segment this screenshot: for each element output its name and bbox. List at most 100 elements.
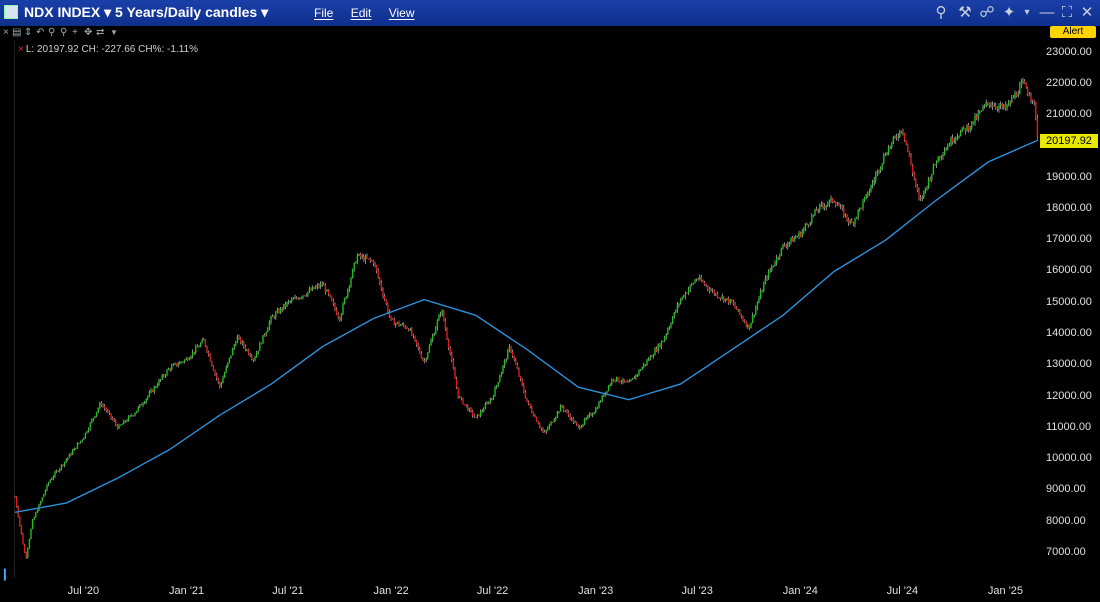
candle-body — [255, 353, 258, 358]
candle-body — [107, 411, 109, 413]
candle-body — [607, 385, 610, 391]
expand-icon[interactable]: ⛶ — [1061, 4, 1073, 21]
candle-body — [33, 517, 35, 520]
menu-edit[interactable]: Edit — [350, 6, 372, 20]
candle-body — [735, 307, 738, 310]
crosshair-icon[interactable]: ⇕ — [24, 27, 33, 38]
candle-body — [655, 348, 658, 352]
candle-body — [249, 354, 251, 357]
candle-body — [654, 348, 656, 356]
y-tick-label: 18000.00 — [1046, 201, 1092, 214]
candle-body — [500, 372, 503, 378]
zoom-in-icon[interactable]: ⚲ — [48, 27, 56, 38]
candle-body — [177, 364, 179, 366]
candle-body — [564, 410, 567, 412]
zoom-out-icon[interactable]: ⚲ — [60, 27, 68, 38]
y-tick-label: 7000.00 — [1046, 545, 1086, 558]
candle-body — [966, 125, 968, 132]
y-tick-label: 8000.00 — [1046, 514, 1086, 527]
candle-body — [411, 329, 413, 336]
candle-body — [63, 461, 66, 466]
candle-body — [923, 190, 925, 198]
candle-body — [559, 405, 562, 412]
candle-body — [561, 405, 563, 407]
candle-body — [889, 146, 891, 148]
candle-body — [444, 320, 447, 330]
candle-body — [759, 291, 762, 299]
candle-body — [724, 298, 727, 302]
wrench-icon[interactable]: ⚒ — [958, 4, 972, 21]
candle-body — [615, 376, 618, 381]
candle-body — [166, 370, 168, 376]
candle-body — [820, 204, 823, 206]
timeline-marker-icon[interactable]: ▎ — [4, 570, 12, 581]
candle-body — [27, 548, 29, 558]
candle-body — [1007, 101, 1010, 106]
candle-body — [939, 156, 941, 159]
candle-body — [459, 397, 461, 399]
candle-body — [982, 106, 984, 111]
candle-body — [908, 151, 911, 157]
candle-body — [516, 364, 519, 370]
candle-body — [375, 265, 378, 271]
candle-body — [495, 385, 498, 388]
candle-body — [878, 170, 880, 172]
candle-body — [407, 328, 410, 331]
candle-body — [510, 346, 512, 352]
candle-body — [574, 422, 576, 424]
menu-file[interactable]: File — [314, 6, 334, 20]
candle-body — [998, 106, 1000, 109]
search-icon[interactable]: ⚲ — [935, 4, 947, 21]
chart-toolbar: × ▤ ⇕ ↶ ⚲ ⚲ + ✥ ⇄ ▼ — [0, 26, 1100, 40]
candle-body — [299, 297, 301, 300]
candle-body — [302, 295, 304, 298]
toolbar-dropdown-icon[interactable]: ▼ — [110, 28, 118, 37]
candle-body — [390, 315, 392, 319]
candle-body — [332, 300, 335, 304]
candle-body — [209, 354, 211, 362]
candle-body — [195, 346, 197, 353]
time-axis[interactable] — [14, 578, 1040, 602]
candle-body — [335, 309, 338, 315]
candle-body — [403, 324, 405, 326]
close-icon[interactable]: ✕ — [1080, 4, 1094, 21]
chart-plot-area[interactable] — [14, 40, 1041, 578]
candle-body — [558, 411, 560, 413]
candle-body — [97, 408, 99, 412]
window-title[interactable]: NDX INDEX ▾ 5 Years/Daily candles ▾ — [24, 4, 269, 20]
pin-icon[interactable]: ✦ — [1002, 4, 1016, 21]
alert-button[interactable]: Alert — [1050, 26, 1096, 38]
candle-body — [697, 279, 699, 281]
bars-icon[interactable]: ▤ — [12, 27, 22, 38]
plus-icon[interactable]: + — [72, 27, 78, 38]
minimize-icon[interactable]: — — [1039, 4, 1055, 21]
candle-body — [87, 428, 90, 432]
split-icon[interactable]: ⇄ — [96, 27, 105, 38]
dropdown-icon[interactable]: ▾ — [1024, 7, 1030, 18]
candle-body — [679, 299, 682, 304]
x-tick-label: Jan '24 — [782, 585, 818, 597]
candle-body — [910, 156, 912, 165]
close-small-icon[interactable]: × — [3, 27, 9, 38]
readout-close-icon[interactable]: × — [18, 44, 24, 55]
candle-body — [156, 385, 159, 387]
candle-body — [499, 377, 501, 383]
candle-body — [428, 345, 431, 353]
candle-body — [276, 310, 279, 313]
back-icon[interactable]: ↶ — [36, 27, 45, 38]
candle-body — [316, 285, 319, 287]
candle-body — [252, 358, 255, 360]
price-axis[interactable] — [1040, 40, 1100, 578]
candle-body — [153, 386, 155, 392]
candle-body — [139, 404, 141, 408]
candle-body — [747, 324, 749, 327]
menu-view[interactable]: View — [388, 6, 415, 20]
move-icon[interactable]: ✥ — [84, 27, 93, 38]
x-tick-label: Jul '20 — [67, 585, 100, 597]
candle-body — [220, 383, 223, 387]
candle-body — [875, 174, 877, 181]
link-icon[interactable]: ☍ — [979, 4, 995, 21]
candle-body — [732, 301, 735, 304]
candle-body — [678, 303, 680, 305]
candle-body — [62, 464, 64, 466]
